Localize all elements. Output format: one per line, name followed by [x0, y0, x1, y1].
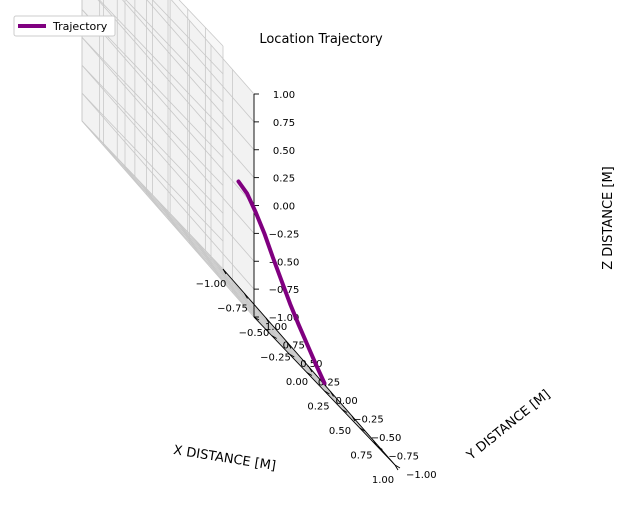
z-tick-0: −1.00 [269, 313, 300, 324]
x-tick-0: −1.00 [196, 279, 227, 290]
back-grid-z-6 [122, 0, 255, 151]
y-tick-mark-7 [271, 335, 277, 339]
legend-box [13, 15, 116, 37]
z-tick-7: 0.75 [273, 118, 295, 129]
x-tick-7: 0.75 [350, 451, 372, 462]
z-tick-4: 0.00 [273, 202, 295, 213]
left-grid-z-5 [98, 0, 224, 130]
x-tick-8: 1.00 [372, 475, 394, 486]
y-tick-5: 0.25 [318, 378, 340, 389]
y-tick-7: 0.75 [283, 341, 305, 352]
x-tick-mark-4 [308, 366, 313, 373]
series-line-trajectory [236, 179, 327, 386]
legend: Trajectory [13, 15, 116, 37]
floor-grid-y-5 [134, 176, 308, 373]
x-tick-4: 0.00 [286, 377, 308, 388]
z-tick-2: −0.50 [269, 257, 300, 268]
x-tick-2: −0.50 [239, 328, 270, 339]
floor-grid-y-7 [99, 139, 272, 336]
y-tick-mark-3 [341, 409, 348, 413]
y-tick-0: −1.00 [406, 470, 437, 481]
left-grid-z-7 [152, 0, 224, 75]
back-grid-z-8 [170, 0, 255, 95]
x-tick-mark-2 [265, 317, 270, 324]
x-tick-mark-3 [287, 342, 291, 348]
z-tick-3: −0.25 [269, 229, 300, 240]
y-tick-2: −0.50 [371, 433, 402, 444]
y-axis-label: Y DISTANCE [M] [463, 387, 553, 464]
y-tick-3: −0.25 [353, 415, 384, 426]
y-tick-mark-1 [377, 446, 383, 450]
back-grid-z-4 [81, 9, 255, 206]
x-tick-mark-7 [373, 440, 377, 446]
back-grid-z-5 [97, 0, 255, 178]
y-tick-8: 1.00 [265, 322, 287, 333]
y-tick-mark-8 [253, 316, 260, 321]
x-tick-mark-0 [222, 268, 227, 275]
floor-grid-y-8 [81, 120, 255, 318]
x-tick-3: −0.25 [260, 353, 291, 364]
z-tick-8: 1.00 [273, 90, 295, 101]
x-tick-6: 0.50 [329, 426, 351, 437]
x-axis-label: X DISTANCE [M] [172, 443, 277, 474]
floor-grid-y-6 [116, 157, 290, 355]
chart-title: Location Trajectory [259, 32, 383, 47]
left-grid-z-8 [178, 0, 224, 47]
left-grid-z-6 [125, 0, 224, 103]
y-tick-mark-5 [306, 372, 313, 376]
z-axis-label: Z DISTANCE [M] [601, 166, 616, 269]
x-tick-mark-1 [244, 293, 248, 299]
y-tick-1: −0.75 [388, 452, 419, 463]
z-tick-6: 0.50 [273, 146, 295, 157]
y-tick-mark-4 [324, 390, 330, 395]
y-tick-mark-2 [359, 427, 365, 432]
series-layer [236, 179, 327, 386]
y-tick-mark-6 [289, 353, 295, 358]
x-tick-5: 0.25 [307, 402, 329, 413]
floor-grid-y-4 [152, 194, 325, 392]
y-tick-6: 0.50 [300, 359, 322, 370]
x-tick-mark-8 [394, 464, 399, 471]
z-tick-5: 0.25 [273, 174, 295, 185]
x-tick-mark-6 [351, 415, 356, 422]
x-tick-1: −0.75 [217, 304, 248, 315]
y-tick-4: 0.00 [336, 396, 358, 407]
x-tick-mark-5 [330, 391, 334, 397]
y-tick-mark-0 [394, 464, 401, 469]
back-grid-z-7 [146, 0, 255, 123]
legend-label-trajectory: Trajectory [52, 20, 108, 33]
